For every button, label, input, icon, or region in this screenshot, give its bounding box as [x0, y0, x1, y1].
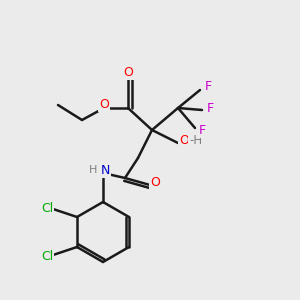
Text: O: O [99, 98, 109, 110]
Text: F: F [206, 103, 214, 116]
Text: O: O [179, 134, 189, 146]
Text: F: F [204, 80, 211, 94]
Text: H: H [89, 165, 97, 175]
Text: O: O [150, 176, 160, 188]
Text: N: N [100, 164, 110, 176]
Text: F: F [198, 124, 206, 136]
Text: -H: -H [189, 134, 203, 146]
Text: Cl: Cl [41, 202, 53, 214]
Text: Cl: Cl [41, 250, 53, 262]
Text: O: O [123, 65, 133, 79]
